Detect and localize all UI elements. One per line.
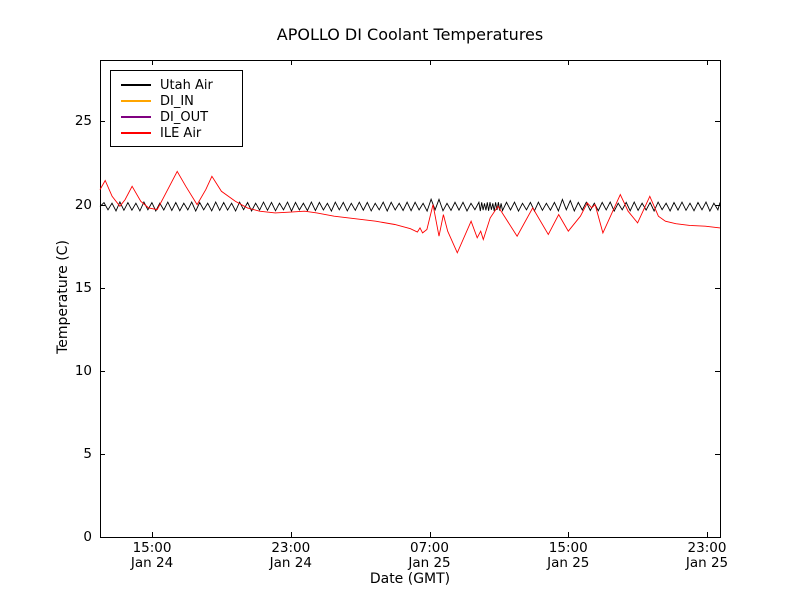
legend-line-swatch [121, 116, 151, 118]
axis-tick-marks [100, 60, 720, 538]
y-tick-label: 15 [74, 279, 92, 296]
y-tick-label: 20 [74, 196, 92, 213]
legend-item-label: Utah Air [160, 77, 213, 93]
x-tick-date: Jan 25 [547, 555, 590, 571]
legend-item: DI_IN [121, 93, 238, 109]
x-tick-label: 15:00 Jan 25 [520, 541, 616, 571]
x-axis-label: Date (GMT) [369, 571, 451, 587]
y-tick-label: 25 [74, 113, 92, 130]
x-tick-time: 23:00 [687, 540, 727, 556]
series-line-ile-air [99, 170, 721, 254]
plot-border [100, 60, 721, 538]
x-tick-time: 07:00 [410, 540, 449, 556]
x-tick-time: 15:00 [132, 540, 172, 556]
legend-line-swatch [121, 132, 151, 134]
x-tick-date: Jan 25 [685, 555, 729, 571]
series-line-utah-air [99, 197, 721, 213]
y-tick-label: 5 [83, 445, 92, 462]
legend-item-label: ILE Air [160, 125, 202, 141]
x-tick-date: Jan 24 [269, 555, 312, 571]
chart-title: APOLLO DI Coolant Temperatures [276, 25, 544, 44]
x-tick-date: Jan 24 [130, 555, 174, 571]
x-tick-label: 23:00 Jan 24 [243, 541, 339, 571]
legend-item: Utah Air [121, 77, 238, 93]
legend-item-label: DI_IN [160, 93, 194, 109]
x-tick-time: 15:00 [548, 540, 588, 556]
legend-line-swatch [121, 84, 151, 86]
legend: Utah Air DI_IN DI_OUT ILE Air [110, 70, 243, 147]
x-tick-date: Jan 25 [408, 555, 451, 571]
x-tick-label: 15:00 Jan 24 [104, 541, 200, 571]
y-tick-label: 0 [83, 529, 92, 545]
legend-item: DI_OUT [121, 109, 238, 125]
legend-line-swatch [121, 100, 151, 102]
legend-item-label: DI_OUT [160, 109, 209, 125]
y-tick-label: 10 [74, 362, 92, 379]
x-tick-time: 23:00 [271, 540, 311, 556]
x-tick-label: 23:00 Jan 25 [659, 541, 755, 571]
legend-item: ILE Air [121, 125, 238, 141]
x-tick-label: 07:00 Jan 25 [382, 541, 478, 571]
